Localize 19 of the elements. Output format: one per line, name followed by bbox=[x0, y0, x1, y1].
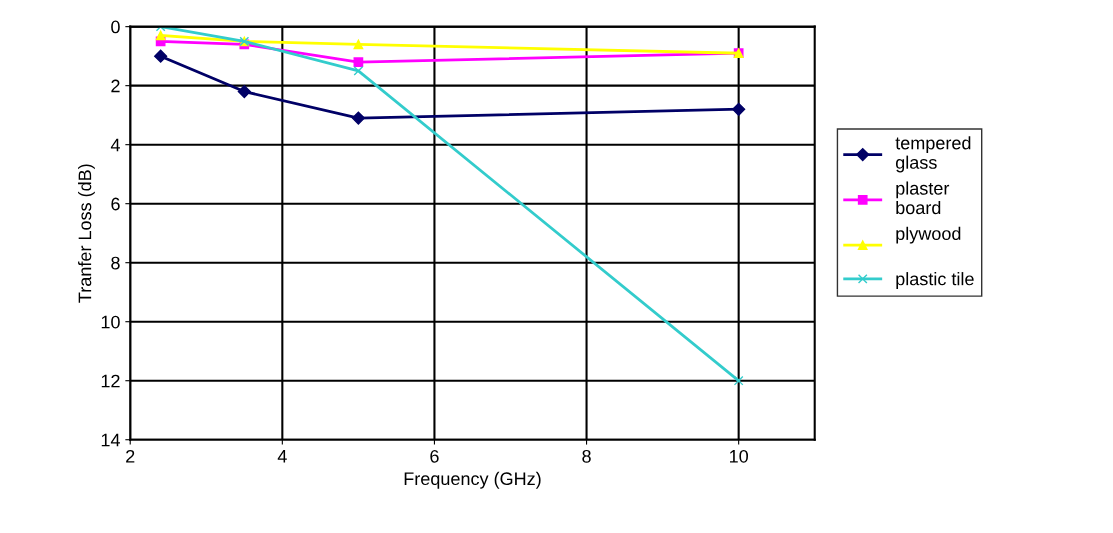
legend-label: plaster board bbox=[896, 181, 950, 215]
y-tick-label: 4 bbox=[110, 138, 120, 152]
x-axis-title: Frequency (GHz) bbox=[404, 471, 541, 489]
legend-label: tempered glass bbox=[895, 136, 971, 173]
x-tick-label: 4 bbox=[277, 450, 287, 463]
y-tick-label: 6 bbox=[111, 197, 120, 211]
y-tick-label: 10 bbox=[101, 315, 120, 329]
legend-label: plastic tile bbox=[896, 272, 974, 289]
y-tick-label: 14 bbox=[101, 433, 120, 447]
x-tick-label: 6 bbox=[430, 449, 439, 463]
y-axis-title: Tranfer Loss (dB) bbox=[78, 164, 95, 303]
y-tick-label: 12 bbox=[101, 374, 120, 388]
y-tick-label: 0 bbox=[111, 20, 120, 34]
y-tick-label: 2 bbox=[111, 79, 120, 93]
legend-label: plywood bbox=[896, 226, 961, 244]
y-tick-label: 8 bbox=[111, 256, 120, 270]
x-tick-label: 2 bbox=[126, 449, 135, 463]
x-tick-label: 8 bbox=[582, 449, 591, 463]
x-tick-label: 10 bbox=[730, 449, 748, 463]
